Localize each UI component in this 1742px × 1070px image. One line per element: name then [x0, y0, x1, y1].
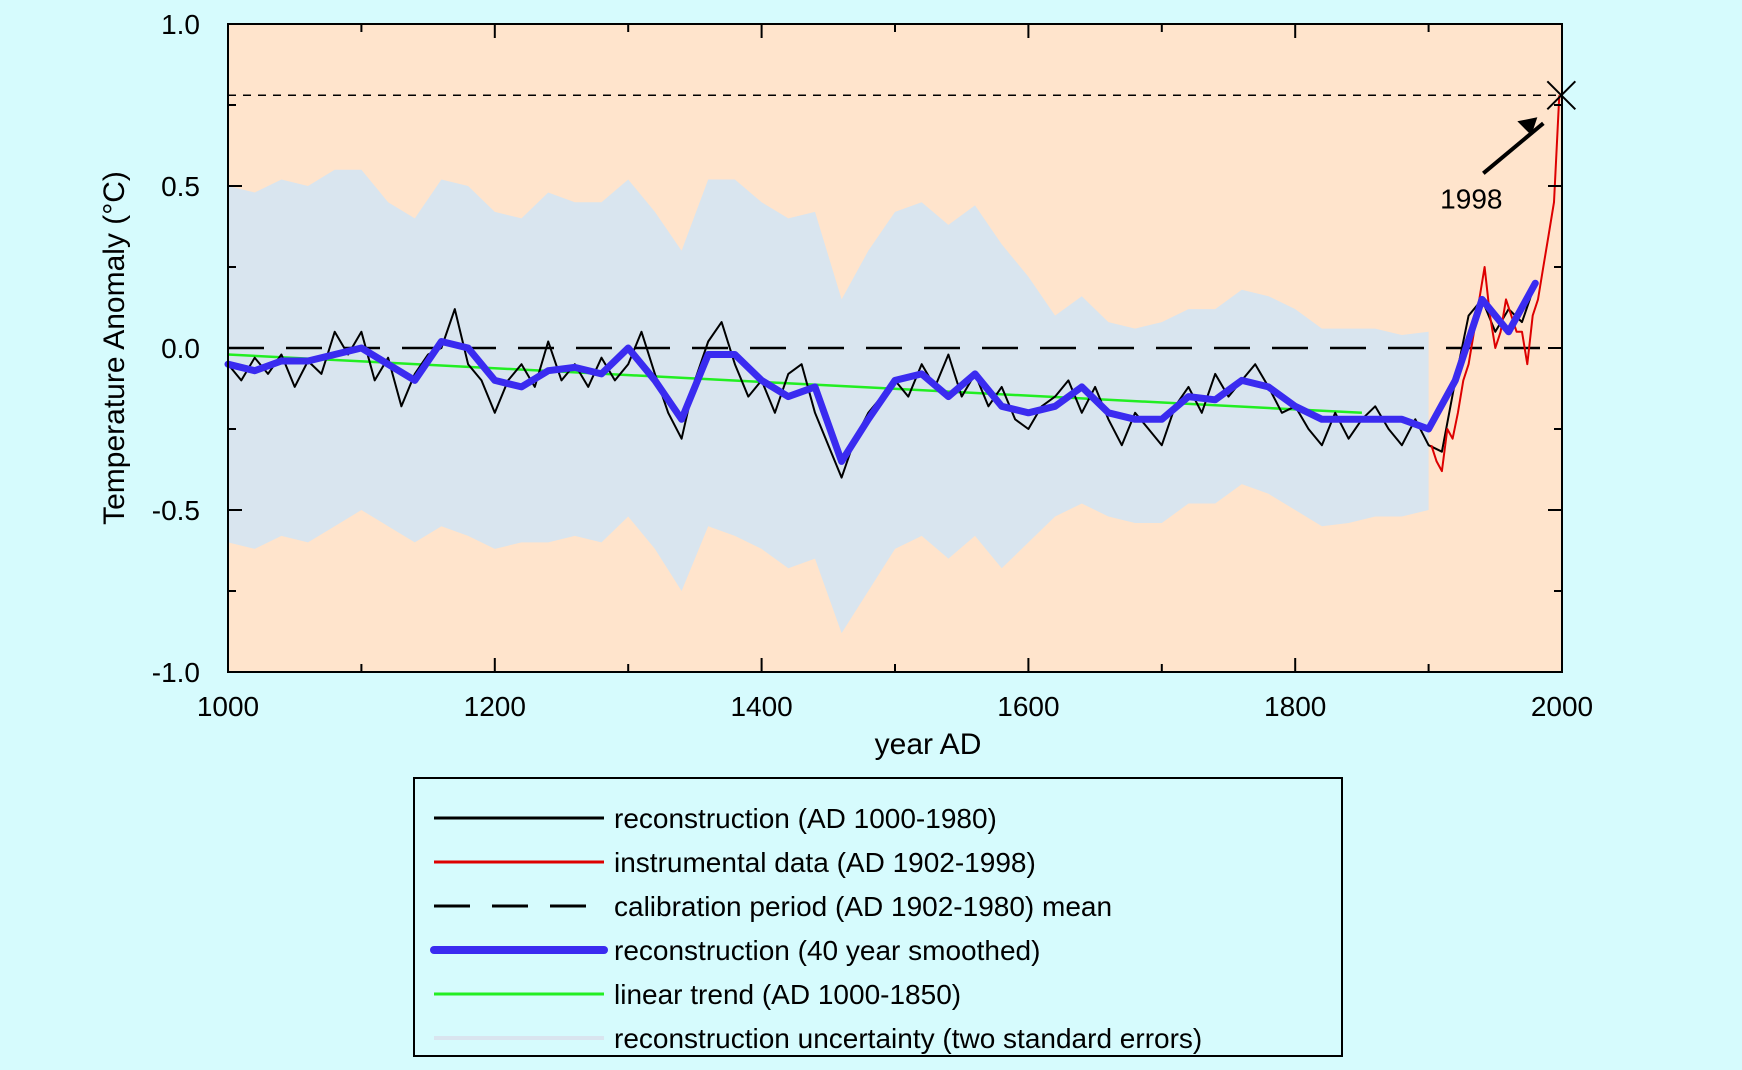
annotation-layer: 1998	[1440, 80, 1577, 214]
legend-label: reconstruction (40 year smoothed)	[614, 935, 1040, 966]
x-marker-1998	[1546, 80, 1577, 110]
legend-item: reconstruction uncertainty (two standard…	[434, 1023, 1202, 1054]
legend-label: instrumental data (AD 1902-1998)	[614, 847, 1036, 878]
x-axis-ticks: 1000 1200 1400 1600 1800 2000	[197, 24, 1593, 722]
legend-item: reconstruction (AD 1000-1980)	[434, 803, 997, 834]
annotation-arrow-shaft	[1482, 121, 1545, 175]
uncertainty-band-layer	[228, 169, 1429, 634]
y-tick-label: 1.0	[161, 9, 200, 40]
x-axis-label: year AD	[875, 728, 982, 761]
y-tick-label: -0.5	[152, 495, 200, 526]
x-tick-label: 1200	[464, 691, 526, 722]
legend-item: calibration period (AD 1902-1980) mean	[434, 891, 1112, 922]
smoothed-reconstruction-line	[224, 279, 1539, 465]
legend-label: reconstruction uncertainty (two standard…	[614, 1023, 1202, 1054]
x-tick-label: 1800	[1264, 691, 1326, 722]
y-axis-ticks: -1.0 -0.5 0.0 0.5 1.0	[152, 9, 1562, 688]
uncertainty-band	[228, 169, 1429, 634]
legend-label: calibration period (AD 1902-1980) mean	[614, 891, 1112, 922]
legend-item: instrumental data (AD 1902-1998)	[434, 847, 1036, 878]
x-tick-label: 1600	[997, 691, 1059, 722]
legend-label: linear trend (AD 1000-1850)	[614, 979, 961, 1010]
x-tick-label: 1400	[730, 691, 792, 722]
legend-box	[413, 777, 1343, 1057]
annotation-arrow-head	[1517, 117, 1538, 136]
x-tick-label: 1000	[197, 691, 259, 722]
y-axis-label: Temperature Anomaly (°C)	[98, 171, 131, 525]
x-tick-label: 2000	[1531, 691, 1593, 722]
legend: reconstruction (AD 1000-1980) instrumenta…	[413, 777, 1343, 1057]
y-tick-label: 0.5	[161, 171, 200, 202]
legend-item: reconstruction (40 year smoothed)	[430, 935, 1040, 966]
instrumental-line	[1430, 95, 1561, 473]
legend-item: linear trend (AD 1000-1850)	[434, 979, 961, 1010]
y-tick-label: -1.0	[152, 657, 200, 688]
legend-label: reconstruction (AD 1000-1980)	[614, 803, 997, 834]
y-tick-label: 0.0	[161, 333, 200, 364]
annotation-label-1998: 1998	[1440, 183, 1502, 214]
series-line-layer	[224, 95, 1561, 479]
x-marker-stroke	[1546, 80, 1577, 110]
linear-trend-line	[227, 353, 1362, 415]
